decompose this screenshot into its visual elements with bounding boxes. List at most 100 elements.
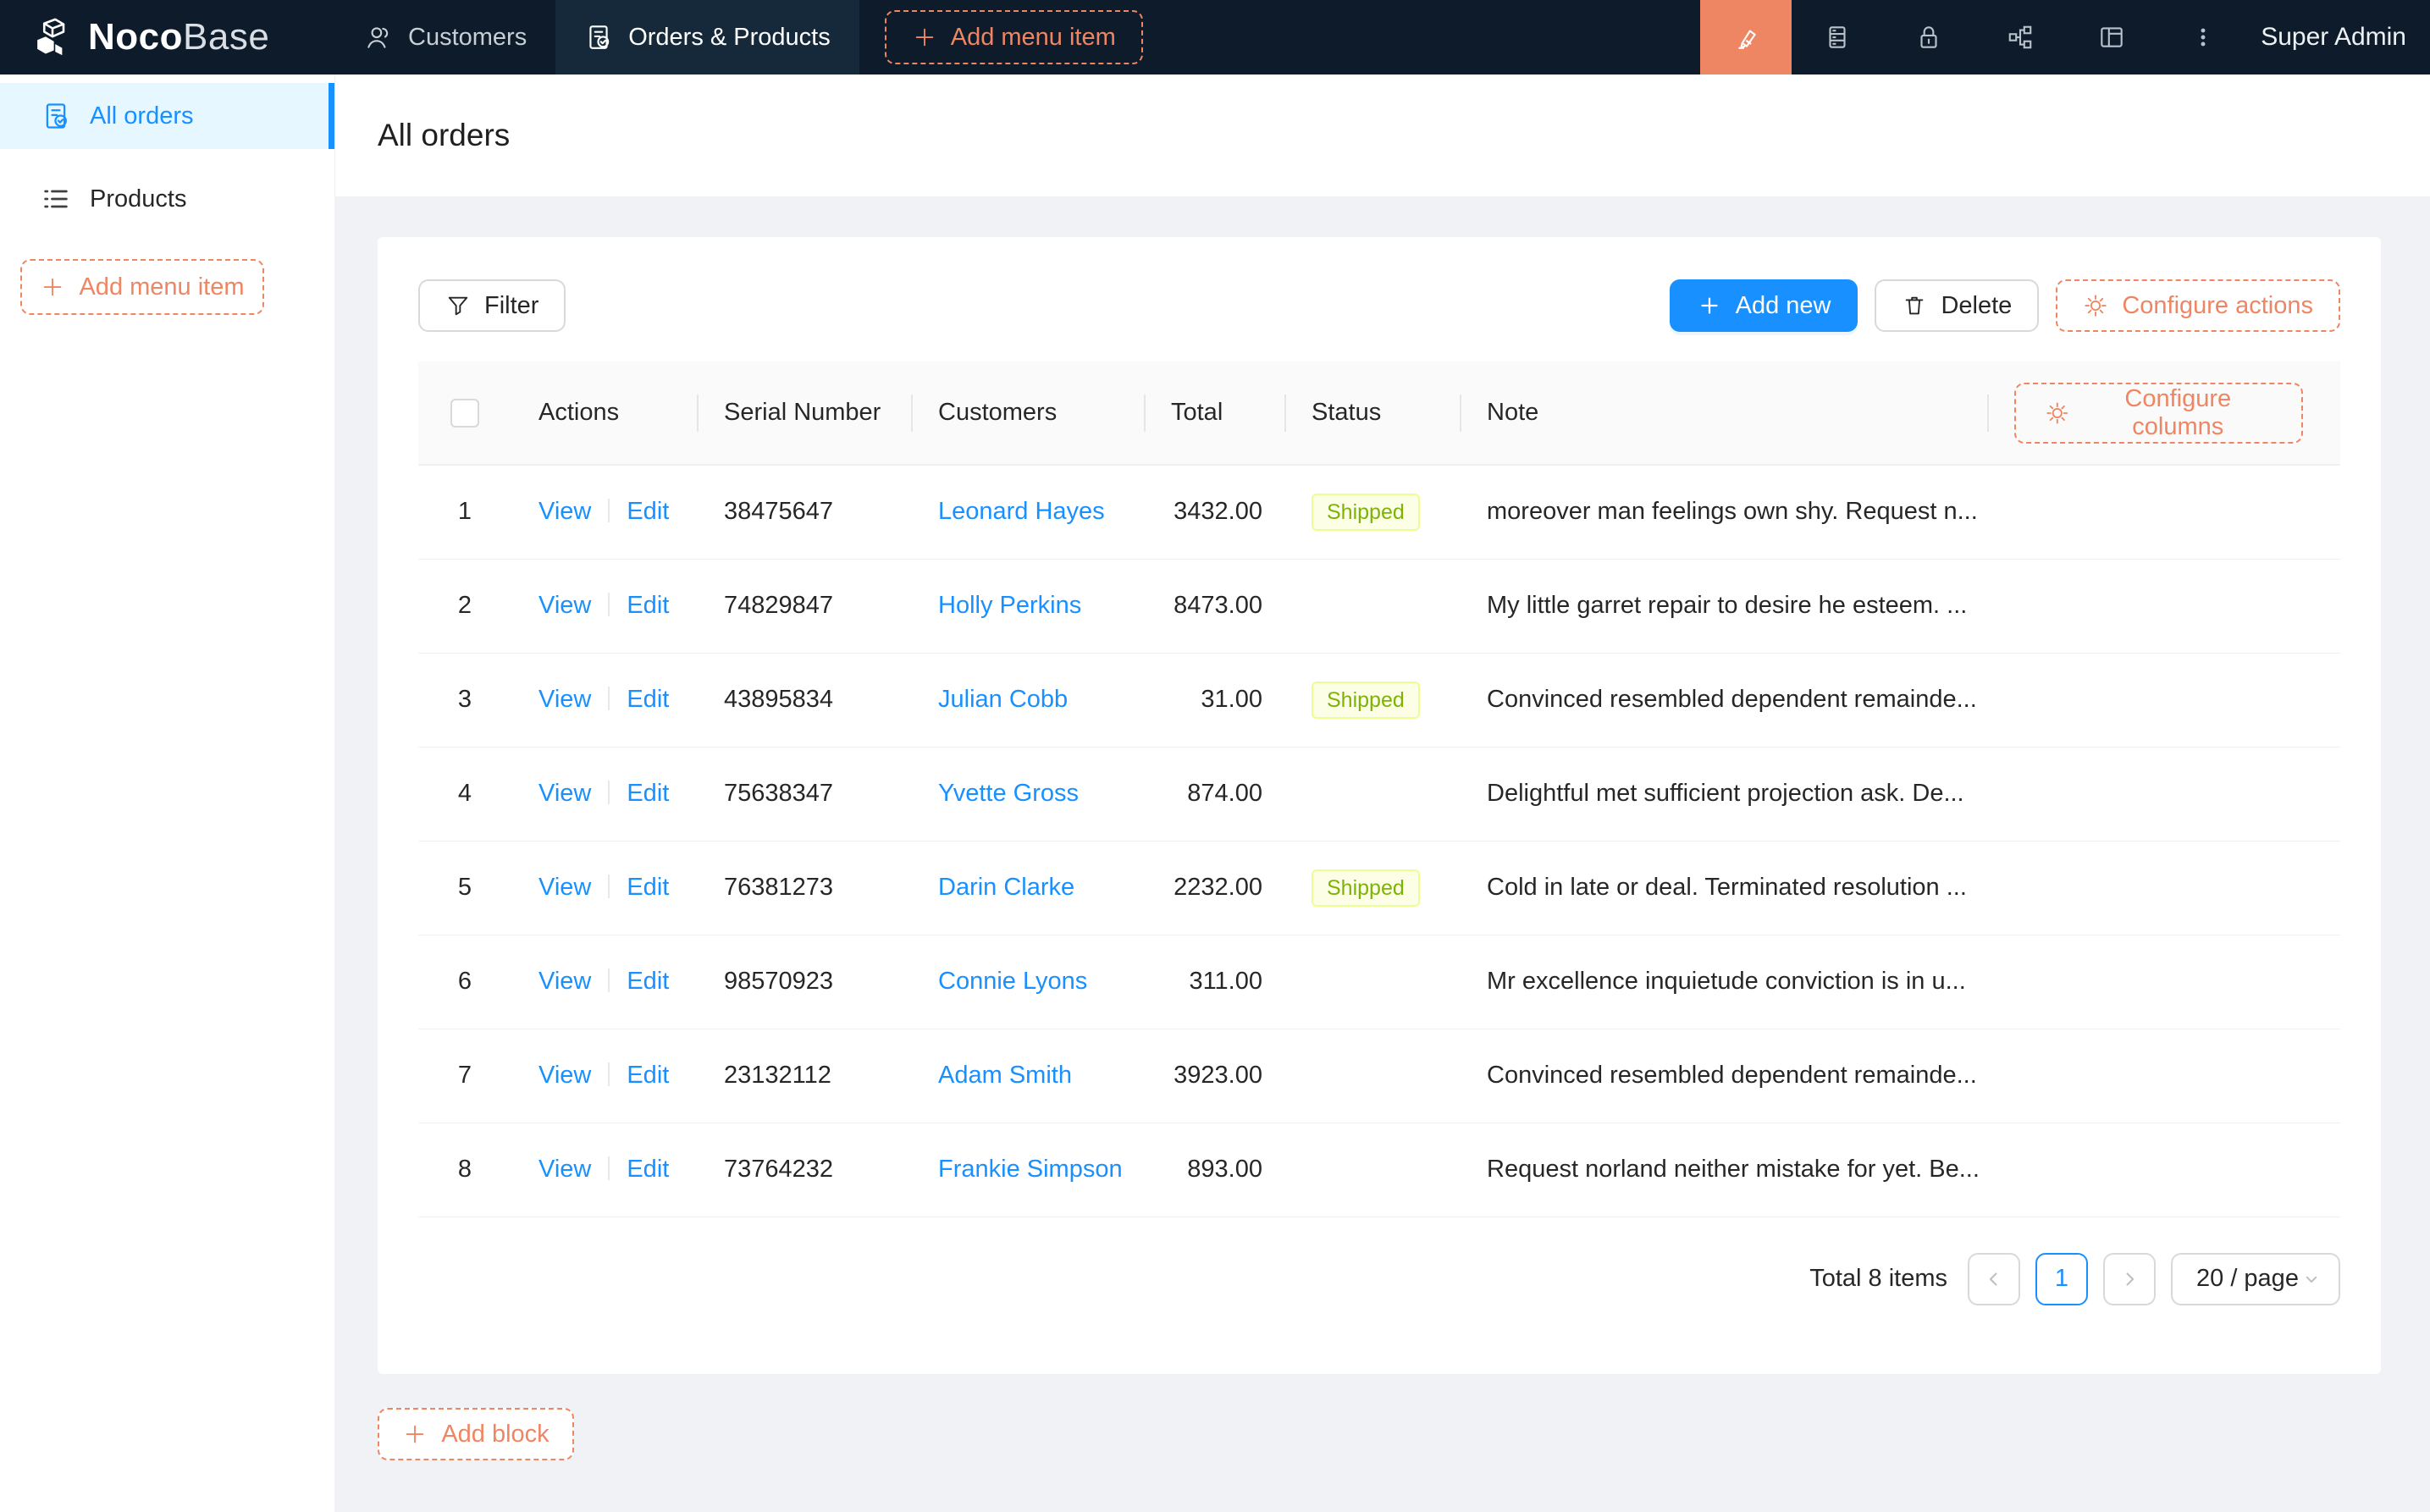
- column-header-serial-number[interactable]: Serial Number: [697, 361, 911, 465]
- page-title: All orders: [378, 118, 510, 153]
- pagination-total: Total 8 items: [1809, 1265, 1947, 1293]
- chevron-down-icon: [2301, 1269, 2322, 1289]
- top-tab-orders-products[interactable]: Orders & Products: [555, 0, 859, 74]
- more-icon[interactable]: [2157, 0, 2249, 74]
- column-header-customers[interactable]: Customers: [911, 361, 1144, 465]
- edit-link[interactable]: Edit: [627, 968, 669, 995]
- column-header-note[interactable]: Note: [1460, 361, 1987, 465]
- edit-link[interactable]: Edit: [627, 780, 669, 807]
- access-control-icon[interactable]: [1883, 0, 1974, 74]
- configure-columns-button[interactable]: Configure columns: [2014, 383, 2303, 444]
- chevron-left-icon: [1983, 1268, 2005, 1290]
- edit-link[interactable]: Edit: [627, 1062, 669, 1089]
- row-actions: View Edit: [511, 747, 697, 841]
- add-menu-item-topbar-button[interactable]: Add menu item: [885, 10, 1143, 64]
- table-row: 7ViewEdit23132112Adam Smith3923.00Convin…: [418, 1029, 2340, 1123]
- table-row: 2ViewEdit74829847Holly Perkins8473.00My …: [418, 559, 2340, 653]
- view-link[interactable]: View: [538, 686, 591, 713]
- total-cell: 8473.00: [1144, 559, 1284, 653]
- customer-link[interactable]: Darin Clarke: [938, 874, 1074, 901]
- view-link[interactable]: View: [538, 592, 591, 619]
- edit-link[interactable]: Edit: [627, 874, 669, 901]
- filter-button[interactable]: Filter: [418, 279, 566, 332]
- customer-link[interactable]: Connie Lyons: [938, 968, 1087, 995]
- gear-icon: [2045, 400, 2070, 427]
- table-row: 6ViewEdit98570923Connie Lyons311.00Mr ex…: [418, 935, 2340, 1029]
- column-header-actions[interactable]: Actions: [511, 361, 697, 465]
- action-divider: [608, 875, 610, 898]
- action-divider: [608, 687, 610, 710]
- page-size-value: 20 / page: [2196, 1265, 2299, 1293]
- customer-cell: Connie Lyons: [911, 935, 1144, 1029]
- add-menu-item-sidebar-button[interactable]: Add menu item: [20, 259, 264, 315]
- customer-link[interactable]: Holly Perkins: [938, 592, 1081, 619]
- total-cell: 3923.00: [1144, 1029, 1284, 1123]
- add-block-button[interactable]: Add block: [378, 1408, 574, 1460]
- note-cell: moreover man feelings own shy. Request n…: [1460, 465, 2340, 559]
- table-row: 8ViewEdit73764232Frankie Simpson893.00Re…: [418, 1123, 2340, 1217]
- action-divider: [608, 1062, 610, 1086]
- configure-actions-button[interactable]: Configure actions: [2056, 279, 2340, 332]
- sidebar-item-products[interactable]: Products: [0, 166, 334, 232]
- status-badge: Shipped: [1312, 682, 1420, 719]
- edit-link[interactable]: Edit: [627, 1156, 669, 1183]
- user-menu[interactable]: Super Admin: [2249, 0, 2430, 74]
- edit-link[interactable]: Edit: [627, 686, 669, 713]
- customer-link[interactable]: Julian Cobb: [938, 686, 1068, 713]
- pagination-prev-button[interactable]: [1968, 1253, 2020, 1305]
- select-all-checkbox[interactable]: [450, 399, 479, 428]
- column-header-total[interactable]: Total: [1144, 361, 1284, 465]
- view-link[interactable]: View: [538, 498, 591, 525]
- view-link[interactable]: View: [538, 1156, 591, 1183]
- status-badge: Shipped: [1312, 494, 1420, 531]
- view-link[interactable]: View: [538, 1062, 591, 1089]
- user-name: Super Admin: [2261, 23, 2406, 52]
- plugins-icon[interactable]: [1974, 0, 2066, 74]
- row-actions: View Edit: [511, 465, 697, 559]
- view-link[interactable]: View: [538, 780, 591, 807]
- nocobase-logo[interactable]: NocoBase: [0, 0, 335, 74]
- action-divider: [608, 968, 610, 992]
- column-header-status[interactable]: Status: [1284, 361, 1460, 465]
- customer-link[interactable]: Yvette Gross: [938, 780, 1079, 807]
- customer-link[interactable]: Leonard Hayes: [938, 498, 1105, 525]
- layout-icon[interactable]: [2066, 0, 2157, 74]
- total-cell: 2232.00: [1144, 841, 1284, 935]
- note-cell: Convinced resembled dependent remainde..…: [1460, 1029, 2340, 1123]
- edit-link[interactable]: Edit: [627, 592, 669, 619]
- table-row: 5ViewEdit76381273Darin Clarke2232.00Ship…: [418, 841, 2340, 935]
- row-index: 1: [418, 465, 511, 559]
- row-actions: View Edit: [511, 935, 697, 1029]
- orders-table-body: 1ViewEdit38475647Leonard Hayes3432.00Shi…: [418, 465, 2340, 1217]
- top-tab-customers[interactable]: Customers: [335, 0, 555, 74]
- top-tab-label: Orders & Products: [628, 24, 831, 52]
- total-cell: 31.00: [1144, 653, 1284, 747]
- content-area: Filter Add new Delete Conf: [335, 196, 2430, 1512]
- collections-icon[interactable]: [1792, 0, 1883, 74]
- orders-icon: [584, 23, 613, 52]
- customer-cell: Darin Clarke: [911, 841, 1144, 935]
- delete-button[interactable]: Delete: [1875, 279, 2039, 332]
- pagination-next-button[interactable]: [2103, 1253, 2156, 1305]
- page-size-select[interactable]: 20 / page: [2171, 1253, 2340, 1305]
- filter-icon: [445, 293, 471, 318]
- add-new-button[interactable]: Add new: [1670, 279, 1858, 332]
- nocobase-logo-icon: [30, 15, 75, 59]
- topbar-spacer: [1143, 0, 1700, 74]
- sidebar-item-all-orders[interactable]: All orders: [0, 83, 334, 149]
- plus-icon: [1697, 293, 1722, 318]
- status-cell: [1284, 747, 1460, 841]
- customer-link[interactable]: Frankie Simpson: [938, 1156, 1123, 1183]
- view-link[interactable]: View: [538, 968, 591, 995]
- row-index: 8: [418, 1123, 511, 1217]
- ui-editor-icon[interactable]: [1700, 0, 1792, 74]
- status-cell: [1284, 559, 1460, 653]
- edit-link[interactable]: Edit: [627, 498, 669, 525]
- customer-link[interactable]: Adam Smith: [938, 1062, 1072, 1089]
- row-index: 5: [418, 841, 511, 935]
- view-link[interactable]: View: [538, 874, 591, 901]
- pagination-page-1[interactable]: 1: [2035, 1253, 2088, 1305]
- top-menu: Customers Orders & Products Add menu ite…: [335, 0, 1143, 74]
- row-index: 2: [418, 559, 511, 653]
- chevron-right-icon: [2118, 1268, 2140, 1290]
